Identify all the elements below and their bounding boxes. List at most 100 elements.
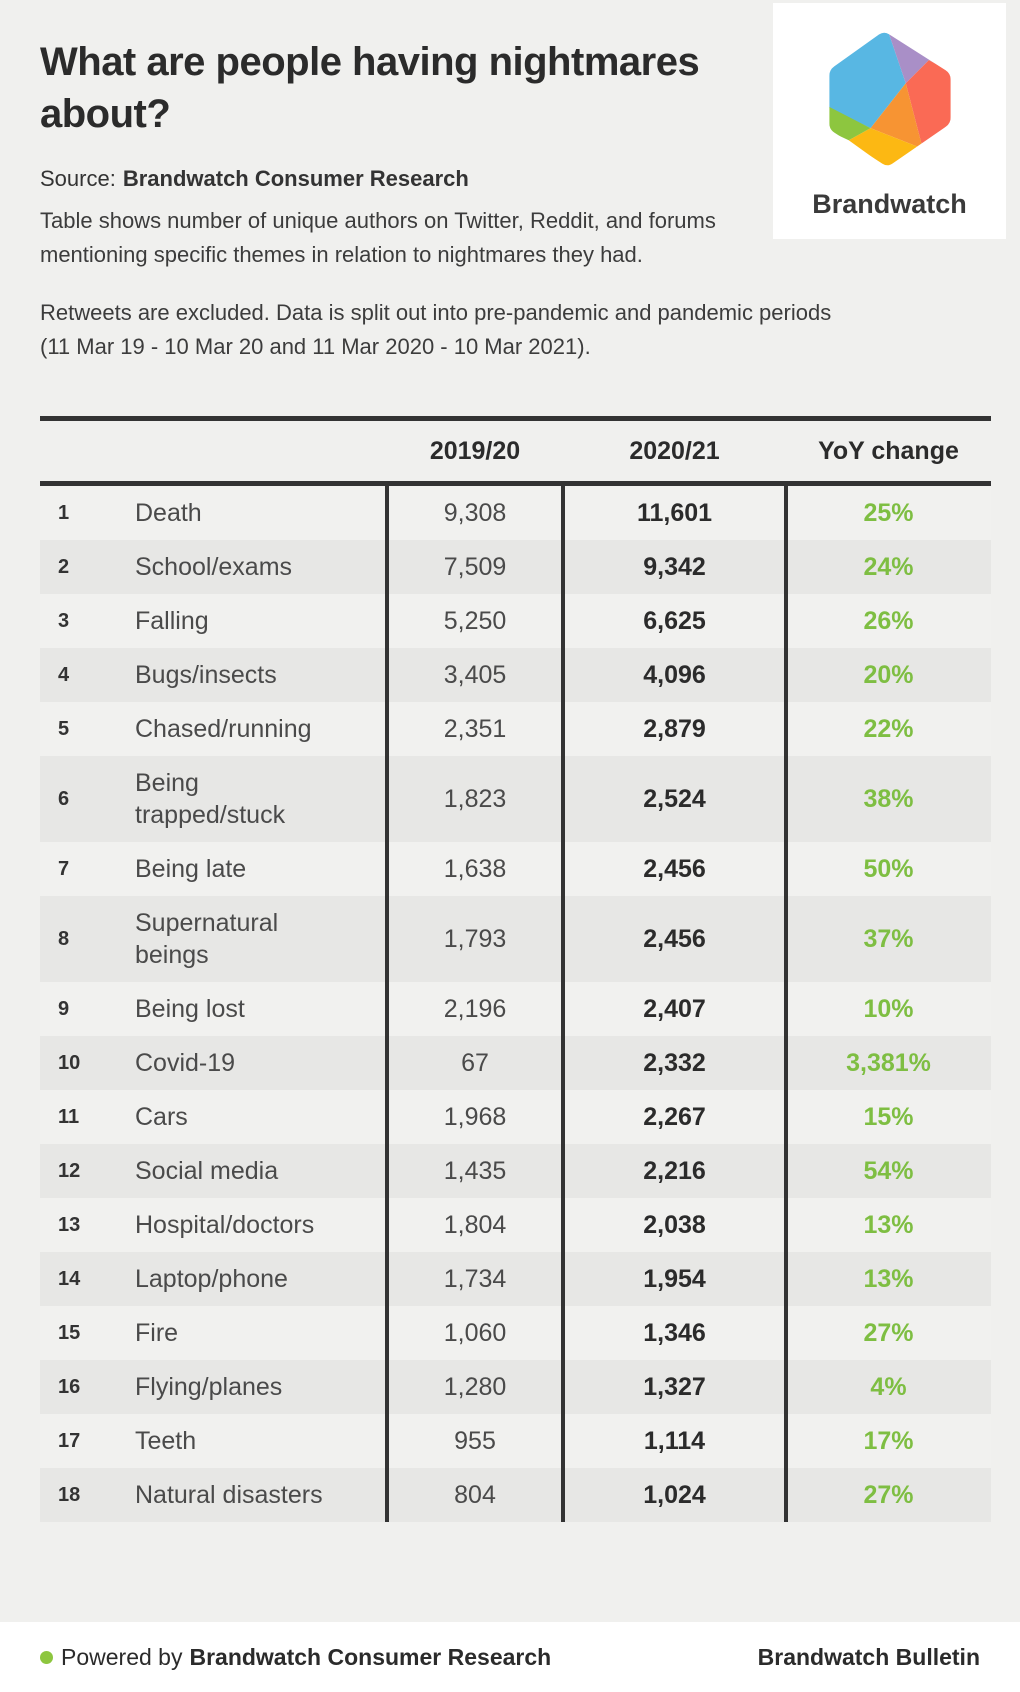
row-theme: Cars [135, 1103, 188, 1131]
row-value-2019-20: 5,250 [443, 607, 507, 635]
row-theme: Hospital/doctors [135, 1211, 315, 1239]
row-theme: Laptop/phone [135, 1265, 288, 1293]
row-value-2019-20: 2,196 [443, 995, 507, 1023]
table-row: 15 Fire 1,060 1,346 27% [40, 1306, 991, 1360]
brandwatch-wordmark: Brandwatch [812, 189, 967, 219]
row-rank: 7 [58, 858, 70, 880]
row-rank: 1 [58, 502, 70, 524]
row-value-2019-20: 3,405 [443, 661, 507, 689]
table-row: 7 Being late 1,638 2,456 50% [40, 842, 991, 896]
row-theme: School/exams [135, 553, 293, 581]
row-value-2019-20: 1,638 [443, 855, 507, 883]
row-rank: 13 [58, 1214, 81, 1236]
row-theme: Death [135, 499, 202, 527]
row-theme: Fire [135, 1319, 179, 1347]
row-value-2020-21: 2,267 [643, 1103, 706, 1131]
row-yoy-change: 15% [863, 1103, 914, 1131]
row-rank: 16 [58, 1376, 81, 1398]
row-value-2020-21: 11,601 [636, 499, 713, 527]
row-rank: 4 [58, 664, 70, 686]
row-theme: Flying/planes [135, 1373, 283, 1401]
row-value-2020-21: 2,332 [643, 1049, 706, 1077]
row-theme: Natural disasters [135, 1481, 323, 1509]
powered-by-label: Powered by [61, 1643, 183, 1670]
row-theme: Falling [135, 607, 209, 635]
row-rank: 2 [58, 556, 70, 578]
row-rank: 12 [58, 1160, 81, 1182]
col-header-2019-20: 2019/20 [429, 436, 521, 465]
row-value-2020-21: 4,096 [643, 661, 706, 689]
row-yoy-change: 4% [870, 1373, 907, 1401]
col-header-2020-21: 2020/21 [629, 436, 720, 465]
table-row: 18 Natural disasters 804 1,024 27% [40, 1468, 991, 1522]
brandwatch-logo-icon [828, 32, 951, 166]
row-value-2019-20: 1,804 [443, 1211, 507, 1239]
row-value-2020-21: 6,625 [643, 607, 706, 635]
row-value-2019-20: 9,308 [443, 499, 507, 527]
row-value-2020-21: 2,879 [643, 715, 706, 743]
table-row: 5 Chased/running 2,351 2,879 22% [40, 702, 991, 756]
row-rank: 9 [58, 998, 70, 1020]
row-yoy-change: 17% [863, 1427, 914, 1455]
row-value-2020-21: 9,342 [643, 553, 706, 581]
table-row: 17 Teeth 955 1,114 17% [40, 1414, 991, 1468]
nightmares-table: 2019/20 2020/21 YoY change 1 Death 9,308 11… [40, 416, 991, 1522]
table-row: 4 Bugs/insects 3,405 4,096 20% [40, 648, 991, 702]
green-dot-icon [40, 1650, 53, 1664]
col-header-yoy-change: YoY change [818, 436, 959, 465]
row-value-2020-21: 2,216 [643, 1157, 706, 1185]
powered-by: Powered by Brandwatch Consumer Research [40, 1644, 551, 1671]
table-row: 13 Hospital/doctors 1,804 2,038 13% [40, 1198, 991, 1252]
row-yoy-change: 13% [863, 1265, 914, 1293]
footer-bar: Powered by Brandwatch Consumer Research … [0, 1622, 1020, 1692]
row-rank: 5 [58, 718, 70, 740]
row-value-2020-21: 2,456 [643, 855, 706, 883]
row-value-2020-21: 2,524 [643, 785, 706, 813]
row-value-2019-20: 1,280 [443, 1373, 507, 1401]
row-value-2020-21: 2,456 [643, 925, 706, 953]
row-rank: 17 [58, 1430, 81, 1452]
row-value-2019-20: 1,060 [443, 1319, 507, 1347]
table-row: 9 Being lost 2,196 2,407 10% [40, 982, 991, 1036]
row-theme: Chased/running [135, 715, 312, 743]
row-value-2019-20: 1,968 [443, 1103, 507, 1131]
row-value-2020-21: 2,038 [643, 1211, 706, 1239]
row-theme: Teeth [135, 1427, 197, 1455]
row-rank: 6 [58, 788, 70, 810]
powered-by-name: Brandwatch Consumer Research [189, 1643, 552, 1670]
row-theme: Being late [135, 855, 247, 883]
row-yoy-change: 50% [863, 855, 914, 883]
row-value-2019-20: 804 [454, 1481, 496, 1509]
row-value-2019-20: 1,793 [443, 925, 507, 953]
row-value-2019-20: 67 [461, 1049, 489, 1077]
row-yoy-change: 38% [863, 785, 914, 813]
row-rank: 3 [58, 610, 70, 632]
table-row: 8 Supernatural beings 1,793 2,456 37% [40, 896, 991, 982]
row-yoy-change: 37% [863, 925, 914, 953]
row-theme: Covid-19 [135, 1049, 236, 1077]
row-yoy-change: 25% [863, 499, 914, 527]
row-rank: 10 [58, 1052, 81, 1074]
row-value-2020-21: 2,407 [643, 995, 706, 1023]
row-rank: 14 [58, 1268, 81, 1290]
source-line: Source: Brandwatch Consumer Research [40, 166, 1020, 192]
row-rank: 15 [58, 1322, 81, 1344]
row-yoy-change: 24% [863, 553, 914, 581]
row-rank: 8 [58, 928, 70, 950]
table-row: 14 Laptop/phone 1,734 1,954 13% [40, 1252, 991, 1306]
row-theme: Supernatural beings [135, 909, 279, 969]
row-yoy-change: 26% [863, 607, 914, 635]
row-rank: 18 [58, 1484, 81, 1506]
note-text: Retweets are excluded. Data is split out… [40, 300, 832, 359]
row-value-2020-21: 1,327 [643, 1373, 706, 1401]
table-row: 16 Flying/planes 1,280 1,327 4% [40, 1360, 991, 1414]
table-row: 11 Cars 1,968 2,267 15% [40, 1090, 991, 1144]
description-text: Table shows number of unique authors on … [40, 208, 716, 267]
row-value-2019-20: 1,435 [443, 1157, 507, 1185]
row-theme: Being trapped/stuck [135, 769, 286, 829]
row-theme: Social media [135, 1157, 279, 1185]
row-value-2020-21: 1,954 [643, 1265, 706, 1293]
brandwatch-logo-card: Brandwatch [773, 3, 1006, 239]
row-theme: Bugs/insects [135, 661, 277, 689]
